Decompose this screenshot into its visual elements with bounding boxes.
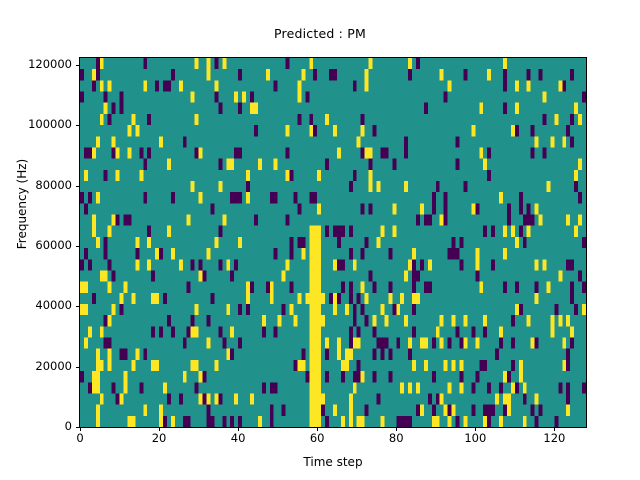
x-tick-label: 20 [151, 431, 167, 445]
heatmap-image [80, 58, 586, 427]
y-tick-mark [76, 186, 80, 187]
x-tick-mark [317, 427, 318, 431]
y-tick-mark [76, 427, 80, 428]
y-tick-mark [76, 65, 80, 66]
y-tick-mark [76, 246, 80, 247]
x-tick-mark [80, 427, 81, 431]
x-tick-mark [396, 427, 397, 431]
x-tick-label: 40 [230, 431, 246, 445]
y-axis-tick-labels: 0 20000 40000 60000 80000 100000 120000 [8, 0, 72, 480]
page-title: Predicted : PM [274, 26, 366, 41]
y-tick-label: 40000 [35, 298, 72, 313]
x-tick-mark [475, 427, 476, 431]
x-tick-label: 120 [543, 431, 566, 445]
x-tick-label: 80 [388, 431, 404, 445]
x-tick-label: 60 [309, 431, 325, 445]
x-axis-label: Time step [303, 455, 363, 469]
x-tick-mark [159, 427, 160, 431]
y-tick-label: 20000 [35, 358, 72, 373]
y-axis-label: Frequency (Hz) [15, 158, 29, 250]
heatmap-plot-area [79, 57, 587, 428]
y-tick-label: 120000 [28, 57, 72, 72]
x-tick-label: 0 [76, 431, 84, 445]
y-tick-label: 100000 [28, 117, 72, 132]
y-tick-label: 60000 [35, 238, 72, 253]
y-tick-label: 80000 [35, 177, 72, 192]
x-tick-mark [554, 427, 555, 431]
y-tick-mark [76, 306, 80, 307]
x-tick-mark [238, 427, 239, 431]
y-tick-label: 0 [64, 419, 72, 433]
y-tick-mark [76, 125, 80, 126]
y-tick-mark [76, 367, 80, 368]
x-tick-label: 100 [464, 431, 487, 445]
